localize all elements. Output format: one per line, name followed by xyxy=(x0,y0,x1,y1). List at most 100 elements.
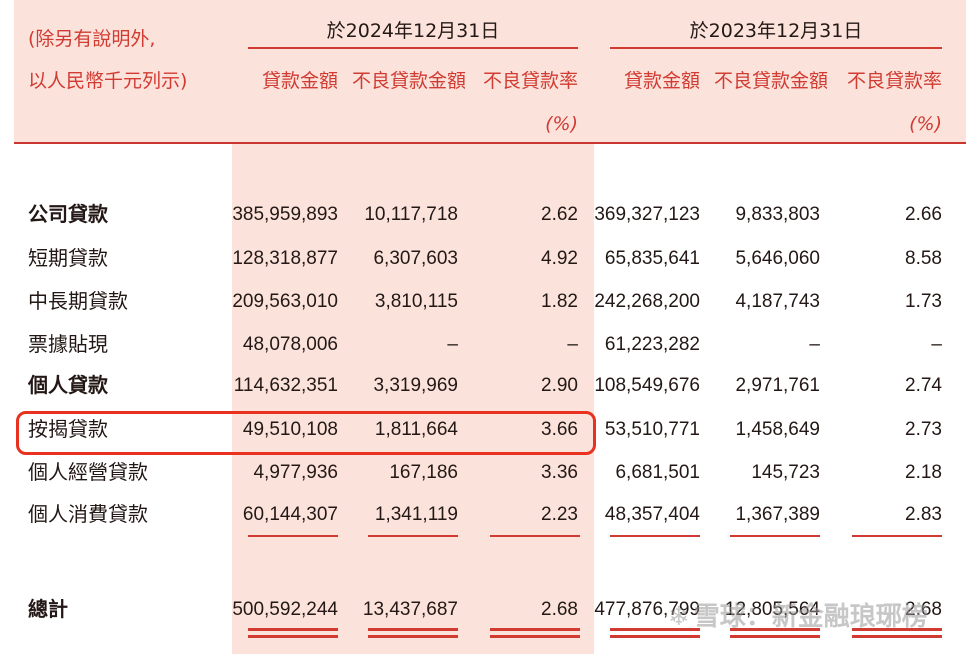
total-double-rule xyxy=(490,628,580,631)
col-npl-ratio-2023: 不良貸款率 xyxy=(846,70,942,92)
table-cell: 9,833,803 xyxy=(735,204,820,225)
subtotal-rule xyxy=(368,535,458,537)
table-cell: 2.83 xyxy=(905,504,942,525)
row-label: 個人經營貸款 xyxy=(28,460,148,484)
col-loan-amount-2024: 貸款金額 xyxy=(261,70,338,92)
watermark-text: 雪球：新金融琅琊榜 xyxy=(693,602,928,632)
subtotal-rule xyxy=(730,535,820,537)
table-cell: 60,144,307 xyxy=(242,504,338,525)
table-cell: 1.82 xyxy=(541,291,578,312)
col-npl-amount-2023: 不良貸款金額 xyxy=(713,70,828,92)
table-cell: 242,268,200 xyxy=(594,291,700,312)
table-cell: 3,810,115 xyxy=(374,291,458,312)
table-cell: 48,078,006 xyxy=(242,334,338,355)
table-cell: 4,977,936 xyxy=(253,462,338,483)
total-double-rule xyxy=(852,635,942,638)
table-cell: – xyxy=(809,334,820,355)
col-npl-amount-2024: 不良貸款金額 xyxy=(351,70,466,92)
row-label: 按揭貸款 xyxy=(28,417,108,441)
table-cell: 4.92 xyxy=(541,248,578,269)
table-cell: 10,117,718 xyxy=(364,204,458,225)
total-double-rule xyxy=(730,635,820,638)
table-cell: – xyxy=(931,334,942,355)
table-cell: 2.62 xyxy=(541,204,578,225)
table-cell: 6,681,501 xyxy=(615,462,700,483)
unit-note-line1: (除另有說明外, xyxy=(28,28,156,50)
total-npl-2024: 13,437,687 xyxy=(362,599,458,620)
row-label: 個人貸款 xyxy=(28,373,108,397)
table-cell: 65,835,641 xyxy=(604,248,700,269)
table-cell: 1,811,664 xyxy=(374,419,458,440)
subtotal-rule xyxy=(248,535,338,537)
col-npl-ratio-2024: 不良貸款率 xyxy=(482,70,578,92)
total-double-rule xyxy=(368,635,458,638)
mortgage-row-highlight-box xyxy=(16,411,596,455)
table-cell: 5,646,060 xyxy=(735,248,820,269)
period-2023-rule xyxy=(610,47,942,49)
total-double-rule xyxy=(248,628,338,631)
table-cell: 61,223,282 xyxy=(604,334,700,355)
table-cell: 3,319,969 xyxy=(373,375,458,396)
table-cell: 53,510,771 xyxy=(604,419,700,440)
row-label: 公司貸款 xyxy=(28,202,108,226)
total-label: 總計 xyxy=(28,597,68,621)
table-cell: 3.36 xyxy=(541,462,578,483)
table-cell: 108,549,676 xyxy=(594,375,700,396)
table-cell: 2,971,761 xyxy=(735,375,820,396)
table-cell: 8.58 xyxy=(905,248,942,269)
col-rate-unit-2023: (%) xyxy=(909,113,942,135)
header-background xyxy=(14,0,966,143)
total-loan-2024: 500,592,244 xyxy=(232,599,338,620)
table-cell: 2.74 xyxy=(905,375,942,396)
table-cell: 49,510,108 xyxy=(242,419,338,440)
total-ratio-2024: 2.68 xyxy=(541,599,578,620)
table-cell: 2.90 xyxy=(541,375,578,396)
row-label: 票據貼現 xyxy=(28,332,108,356)
table-cell: 2.66 xyxy=(905,204,942,225)
subtotal-rule xyxy=(610,535,700,537)
snowball-logo-icon: ❄ xyxy=(668,602,690,632)
table-cell: 209,563,010 xyxy=(232,291,338,312)
table-cell: – xyxy=(447,334,458,355)
total-double-rule xyxy=(610,635,700,638)
period-2024-heading: 於2024年12月31日 xyxy=(326,20,500,42)
table-cell: 1,458,649 xyxy=(735,419,820,440)
total-double-rule xyxy=(368,628,458,631)
total-double-rule xyxy=(852,628,942,631)
total-npl-2023: 12,805,564 xyxy=(724,599,820,620)
table-cell: 4,187,743 xyxy=(735,291,820,312)
period-2023-heading: 於2023年12月31日 xyxy=(689,20,863,42)
table-cell: – xyxy=(567,334,578,355)
col-rate-unit-2024: (%) xyxy=(545,113,578,135)
unit-note-line2: 以人民幣千元列示) xyxy=(28,70,188,92)
table-cell: 1,367,389 xyxy=(735,504,820,525)
total-double-rule xyxy=(730,628,820,631)
watermark: ❄ 雪球：新金融琅琊榜 xyxy=(668,604,928,630)
current-year-column-shading xyxy=(232,144,594,654)
total-double-rule xyxy=(610,628,700,631)
total-ratio-2023: 2.68 xyxy=(905,599,942,620)
header-bottom-rule xyxy=(14,142,966,144)
total-loan-2023: 477,876,799 xyxy=(594,599,700,620)
table-cell: 2.73 xyxy=(905,419,942,440)
row-label: 短期貸款 xyxy=(28,246,108,270)
table-cell: 48,357,404 xyxy=(604,504,700,525)
table-cell: 167,186 xyxy=(389,462,458,483)
total-double-rule xyxy=(490,635,580,638)
row-label: 個人消費貸款 xyxy=(28,502,148,526)
table-cell: 6,307,603 xyxy=(373,248,458,269)
subtotal-rule xyxy=(490,535,580,537)
period-2024-rule xyxy=(248,47,578,49)
table-cell: 385,959,893 xyxy=(232,204,338,225)
row-label: 中長期貸款 xyxy=(28,289,128,313)
table-cell: 128,318,877 xyxy=(232,248,338,269)
subtotal-rule xyxy=(852,535,942,537)
total-double-rule xyxy=(248,635,338,638)
table-cell: 145,723 xyxy=(751,462,820,483)
table-cell: 2.18 xyxy=(905,462,942,483)
table-cell: 369,327,123 xyxy=(594,204,700,225)
table-cell: 2.23 xyxy=(541,504,578,525)
table-cell: 3.66 xyxy=(541,419,578,440)
table-cell: 114,632,351 xyxy=(233,375,338,396)
table-cell: 1,341,119 xyxy=(374,504,458,525)
